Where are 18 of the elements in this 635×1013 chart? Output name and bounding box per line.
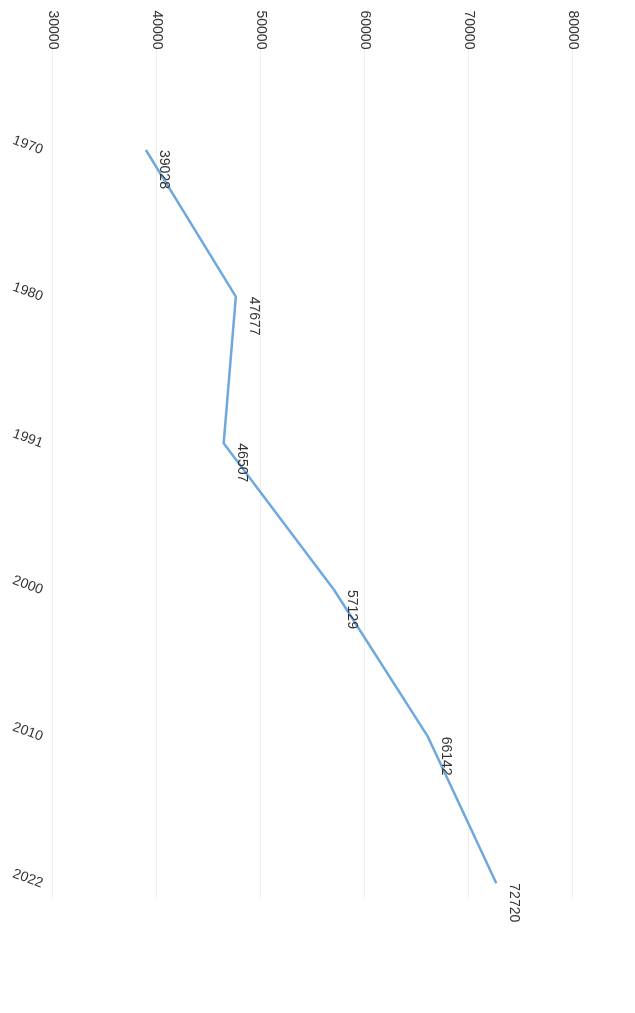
data-label: 72720 [507, 883, 524, 923]
x-tick-label: 30000 [45, 10, 62, 50]
data-label: 66142 [438, 736, 455, 776]
y-tick-label: 2022 [10, 864, 46, 891]
y-tick-label: 2000 [10, 571, 46, 598]
x-tick-label: 40000 [149, 10, 166, 50]
y-tick-label: 1991 [10, 424, 46, 451]
y-tick-label: 2010 [10, 718, 46, 744]
x-tick-label: 70000 [461, 10, 478, 50]
y-tick-label: 1970 [10, 131, 46, 158]
x-tick-label: 50000 [253, 10, 270, 50]
data-label: 39028 [156, 150, 173, 190]
x-tick-label: 80000 [565, 10, 582, 50]
y-tick-label: 1980 [10, 278, 46, 304]
data-label: 46507 [234, 443, 251, 483]
x-tick-label: 60000 [357, 10, 374, 50]
data-label: 47677 [246, 296, 263, 336]
data-label: 57129 [345, 590, 362, 630]
